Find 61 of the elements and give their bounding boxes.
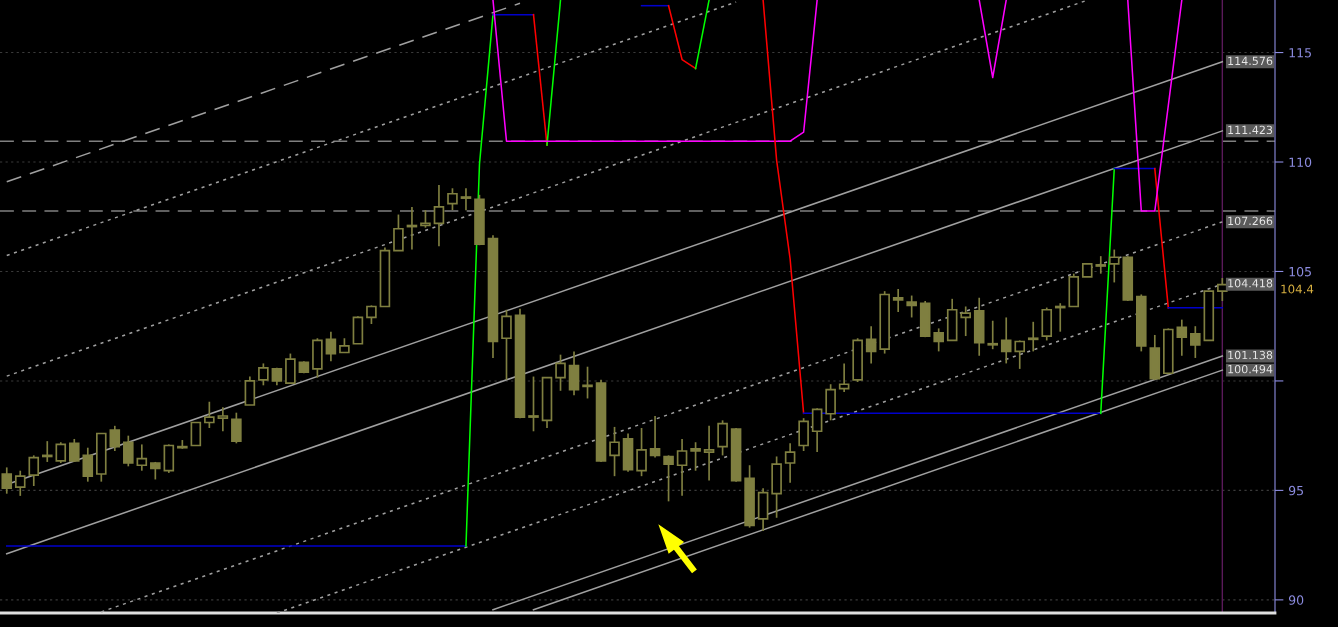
candlestick xyxy=(1108,248,1120,284)
candlestick xyxy=(663,454,674,503)
candlestick xyxy=(636,427,647,478)
data-label: 104.418 xyxy=(1228,279,1273,288)
candlestick xyxy=(1000,316,1012,365)
candlestick xyxy=(1,466,13,495)
y-tick-label: 105 xyxy=(1289,266,1311,277)
candlestick xyxy=(258,362,269,387)
candlestick xyxy=(555,353,566,392)
y-tick-label: 115 xyxy=(1289,48,1311,58)
candlestick xyxy=(933,327,944,353)
data-label: 111.423 xyxy=(1228,125,1273,135)
candlestick xyxy=(393,213,404,252)
text: 104.4 xyxy=(1281,284,1314,294)
candlestick xyxy=(1027,320,1039,353)
candlestick xyxy=(68,438,80,463)
candlestick xyxy=(987,319,999,351)
candlestick xyxy=(460,187,472,212)
candlestick xyxy=(865,325,877,365)
candlestick xyxy=(190,421,202,447)
y-tick-label: 90 xyxy=(1288,595,1304,605)
candlestick xyxy=(109,424,121,452)
candlestick xyxy=(136,443,148,472)
candlestick xyxy=(55,441,67,464)
candlestick xyxy=(217,406,229,433)
candlestick xyxy=(528,375,539,433)
candlestick xyxy=(582,365,593,400)
candlestick xyxy=(82,446,94,483)
line-series xyxy=(762,0,805,415)
candlestick xyxy=(1014,339,1026,370)
candlestick xyxy=(676,438,688,497)
candlestick xyxy=(784,442,796,484)
candlestick xyxy=(447,187,458,212)
candlestick xyxy=(28,454,40,487)
candlestick xyxy=(811,407,823,453)
data-label: 114.576 xyxy=(1228,56,1273,66)
candlestick xyxy=(703,424,715,482)
candlestick xyxy=(231,411,242,445)
candlestick xyxy=(609,426,620,478)
candlestick xyxy=(123,434,134,468)
y-tick-label: 110 xyxy=(1289,157,1312,167)
candlestick xyxy=(1190,325,1201,359)
candlestick xyxy=(366,304,377,325)
y-tick-label: 95 xyxy=(1288,485,1304,496)
candlestick xyxy=(838,362,850,393)
candlestick xyxy=(204,400,215,429)
candlestick xyxy=(960,305,971,337)
candlestick xyxy=(690,441,701,472)
candlestick xyxy=(649,415,661,459)
data-label: 100.494 xyxy=(1228,364,1273,374)
candlestick xyxy=(14,469,26,497)
data-label: 101.138 xyxy=(1228,350,1273,360)
candlestick xyxy=(717,419,728,457)
candlestick xyxy=(501,308,512,381)
candlestick xyxy=(325,330,337,363)
candlestick xyxy=(906,294,917,319)
data-label: 107.266 xyxy=(1228,216,1273,226)
candlestick xyxy=(892,288,904,313)
candlestick xyxy=(1095,255,1107,275)
candlestick xyxy=(433,184,445,248)
candlestick xyxy=(1176,318,1188,357)
